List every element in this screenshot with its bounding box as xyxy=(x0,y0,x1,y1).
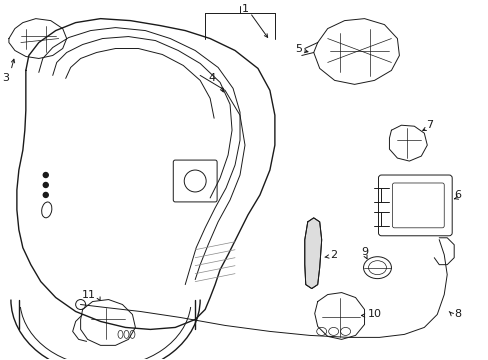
Ellipse shape xyxy=(43,172,48,177)
Ellipse shape xyxy=(43,193,48,197)
Text: 10: 10 xyxy=(367,310,381,319)
Text: 8: 8 xyxy=(453,310,460,319)
Text: 6: 6 xyxy=(453,190,460,200)
Text: 11: 11 xyxy=(81,289,96,300)
Text: 4: 4 xyxy=(208,73,215,84)
Polygon shape xyxy=(304,218,321,289)
Text: 1: 1 xyxy=(242,4,248,14)
Text: 3: 3 xyxy=(2,73,9,84)
Text: 5: 5 xyxy=(294,44,301,54)
Ellipse shape xyxy=(43,183,48,188)
Text: 9: 9 xyxy=(360,247,367,257)
Text: 2: 2 xyxy=(329,250,336,260)
Text: 7: 7 xyxy=(425,120,432,130)
